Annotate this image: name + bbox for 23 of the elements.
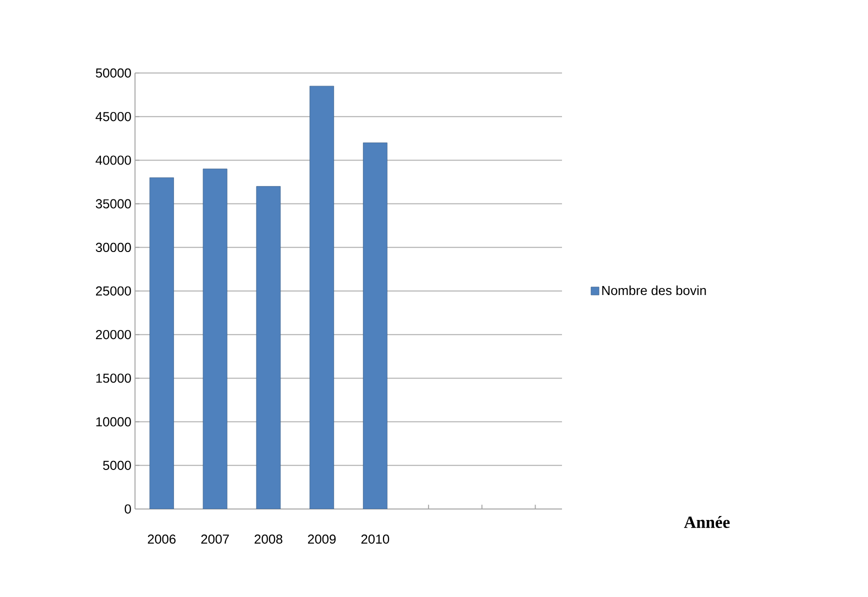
x-tick-label: 2007	[201, 534, 229, 544]
y-tick-label: 15000	[96, 374, 131, 383]
text: Année	[684, 516, 730, 528]
y-tick-label: 45000	[96, 112, 131, 122]
x-tick-label: 2009	[308, 534, 336, 544]
bar	[256, 186, 281, 509]
bar	[310, 86, 334, 509]
y-tick-label: 25000	[96, 286, 131, 296]
bar	[202, 168, 228, 509]
y-tick-label: 10000	[96, 417, 131, 426]
bar	[362, 142, 388, 509]
legend-label: Nombre des bovin	[602, 286, 706, 296]
y-tick-label: 35000	[96, 199, 131, 208]
y-tick-label: 20000	[96, 330, 131, 340]
bar	[149, 177, 174, 509]
y-tick-label: 40000	[96, 156, 131, 165]
y-tick-label: 30000	[96, 242, 131, 252]
x-tick-label: 2010	[361, 534, 390, 544]
y-tick-label: 50000	[96, 68, 131, 78]
x-tick-label: 2006	[148, 534, 176, 544]
y-tick-label: 5000	[103, 460, 131, 470]
y-tick-label: 0	[124, 504, 131, 514]
x-tick-label: 2008	[254, 534, 282, 544]
